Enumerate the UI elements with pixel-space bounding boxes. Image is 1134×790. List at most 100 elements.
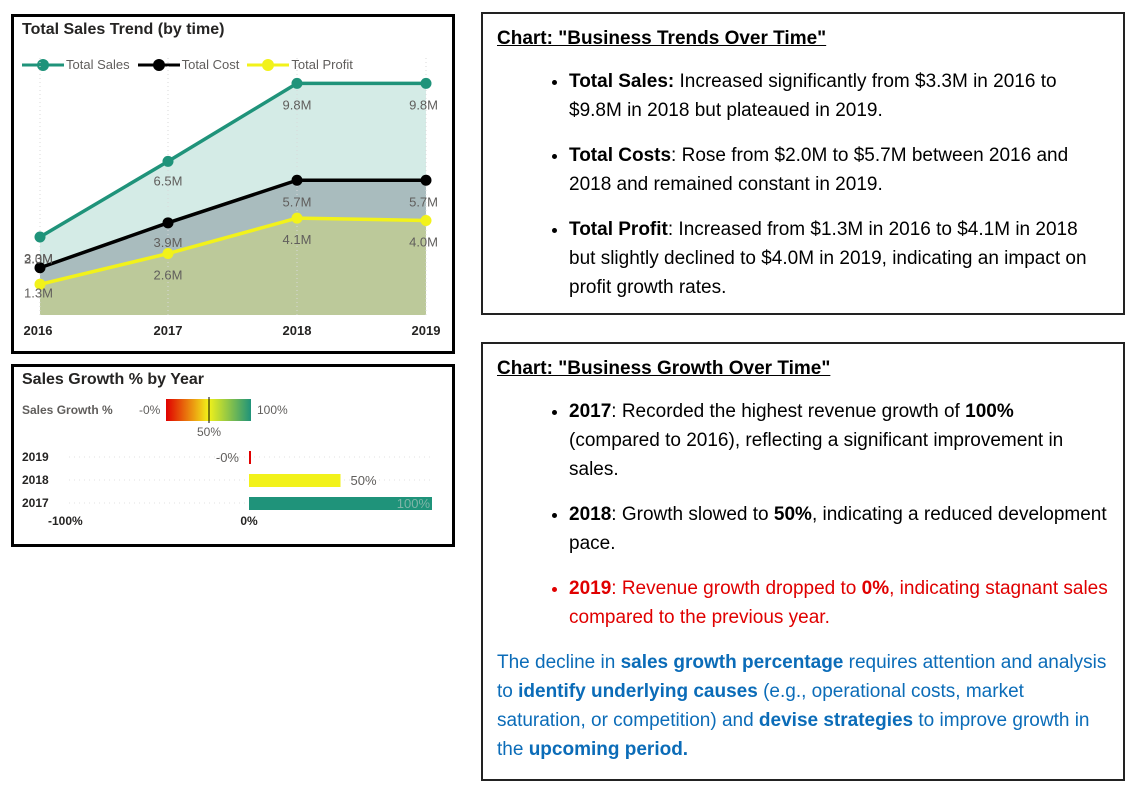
line-sales — [39, 81, 426, 239]
bullet-text: , indicating a reduced development pace. — [569, 504, 1107, 554]
conclusion-emphasis: sales growth percentage — [620, 652, 844, 673]
data-label-cost: 5.7M — [283, 194, 312, 209]
data-label-sales: 9.8M — [283, 97, 312, 112]
trend-chart-title: Total Sales Trend (by time) — [22, 21, 225, 38]
bullet-text: , indicating stagnant sales compared to … — [569, 578, 1108, 628]
data-label-sales: 3.3M — [24, 251, 53, 266]
x-tick-label: 2018 — [283, 323, 312, 338]
point-profit — [420, 214, 432, 226]
growth-data-label: -0% — [216, 450, 240, 465]
bullet-lead: Total Costs — [569, 145, 672, 166]
legend-label-sales: Total Sales — [66, 57, 130, 72]
box2-bullet-list: 2017: Recorded the highest revenue growt… — [497, 397, 1109, 632]
conclusion-text: requires attention and analysis to — [497, 652, 1107, 702]
data-label-sales: 9.8M — [409, 97, 438, 112]
bullet-text: : Growth slowed to — [611, 504, 774, 525]
box2-bullet-2017: 2017: Recorded the highest revenue growt… — [569, 397, 1109, 484]
x-tick-label: 0% — [240, 514, 258, 528]
box1-bullet-list: Total Sales: Increased significantly fro… — [497, 67, 1109, 302]
y-tick-label: 2017 — [22, 496, 49, 510]
bullet-lead: 2019 — [569, 578, 612, 599]
growth-plot: Sales Growth % -0% 100% 50% 2019 -0% 2018 50% 20… — [22, 397, 434, 528]
conclusion-emphasis: identify underlying causes — [518, 681, 758, 702]
business-growth-summary: Chart: "Business Growth Over Time" 2017:… — [481, 342, 1125, 781]
bullet-text: (compared to 2016), reflecting a signifi… — [569, 430, 1064, 480]
point-sales — [291, 77, 303, 89]
growth-data-label: 100% — [397, 496, 431, 511]
bullet-lead: Total Profit — [569, 219, 668, 240]
data-label-cost: 3.9M — [154, 235, 183, 250]
bullet-emphasis: 100% — [965, 401, 1014, 422]
conclusion-emphasis: upcoming period. — [528, 739, 689, 760]
bullet-lead: 2018 — [569, 504, 612, 525]
point-profit — [162, 248, 174, 260]
data-label-profit: 4.0M — [409, 234, 438, 249]
bullet-text: : Rose from $2.0M to $5.7M between 2016 … — [569, 145, 1069, 195]
legend-item-cost: Total Cost — [137, 57, 240, 72]
point-sales — [34, 231, 46, 243]
data-label-sales: 6.5M — [154, 173, 183, 188]
box1-bullet-sales: Total Sales: Increased significantly fro… — [569, 67, 1109, 125]
box1-heading: Chart: "Business Trends Over Time" — [497, 28, 827, 49]
color-scale-label: Sales Growth % — [22, 403, 113, 417]
data-label-cost: 2.0M — [24, 252, 53, 267]
box1-bullet-profit: Total Profit: Increased from $1.3M in 20… — [569, 215, 1109, 302]
color-scale-mid: 50% — [197, 425, 221, 439]
bullet-emphasis: 50% — [773, 504, 812, 525]
bullet-lead: 2017 — [569, 401, 612, 422]
business-trends-summary: Chart: "Business Trends Over Time" Total… — [481, 12, 1125, 315]
line-cost — [39, 178, 426, 270]
profit-area — [40, 218, 426, 315]
y-tick-label: 2019 — [22, 450, 49, 464]
sales-area — [40, 83, 426, 268]
legend-item-profit: Total Profit — [247, 57, 353, 72]
growth-data-label: 50% — [351, 473, 377, 488]
cost-area — [40, 180, 426, 285]
box2-heading: Chart: "Business Growth Over Time" — [497, 358, 831, 379]
x-tick-label: 2016 — [24, 323, 53, 338]
point-sales — [162, 155, 174, 167]
conclusion-text: The decline in — [497, 652, 621, 673]
point-sales — [420, 77, 432, 89]
sales-growth-chart-panel: Sales Growth % by Year Sales Growth % -0%… — [11, 364, 455, 547]
point-profit — [291, 212, 303, 224]
point-cost — [34, 262, 46, 274]
growth-bar — [249, 474, 341, 487]
conclusion-emphasis: devise strategies — [758, 710, 914, 731]
legend-marker-sales — [22, 58, 64, 71]
trend-legend: Total Sales Total Cost Total Profit — [22, 57, 361, 72]
growth-chart-title: Sales Growth % by Year — [22, 371, 205, 388]
legend-item-sales: Total Sales — [22, 57, 130, 72]
data-label-cost: 5.7M — [409, 194, 438, 209]
bullet-text: : Revenue growth dropped to — [611, 578, 862, 599]
color-scale-min: -0% — [139, 403, 161, 417]
box2-bullet-2018: 2018: Growth slowed to 50%, indicating a… — [569, 500, 1109, 558]
sales-trend-chart-panel: Total Sales Trend (by time) Total Sales … — [11, 14, 455, 354]
legend-marker-profit — [247, 58, 290, 71]
trend-plot: 3.3M 6.5M 9.8M 9.8M 2.0M 3.9M 5.7M 5.7M 1.3M 2.6M… — [24, 55, 441, 338]
bullet-emphasis: 0% — [861, 578, 890, 599]
x-tick-label: -100% — [48, 514, 83, 528]
legend-label-cost: Total Cost — [181, 57, 240, 72]
conclusion-text: (e.g., operational costs, market saturat… — [497, 681, 1024, 731]
conclusion-text: to improve growth in the — [497, 710, 1090, 760]
x-tick-label: 2019 — [412, 323, 441, 338]
bullet-text: Increased significantly from $3.3M in 20… — [569, 71, 1057, 121]
bullet-text: : Increased from $1.3M in 2016 to $4.1M … — [569, 219, 1087, 298]
bullet-lead: Total Sales: — [569, 71, 675, 92]
y-tick-label: 2018 — [22, 473, 49, 487]
box2-bullet-2019: 2019: Revenue growth dropped to 0%, indi… — [569, 574, 1109, 632]
box1-bullet-costs: Total Costs: Rose from $2.0M to $5.7M be… — [569, 141, 1109, 199]
point-profit — [34, 278, 46, 290]
legend-label-profit: Total Profit — [291, 57, 353, 72]
color-scale-max: 100% — [257, 403, 288, 417]
point-cost — [291, 174, 303, 186]
point-cost — [420, 174, 432, 186]
growth-bar — [249, 451, 251, 464]
point-cost — [162, 217, 174, 229]
data-label-profit: 4.1M — [283, 232, 312, 247]
data-label-profit: 2.6M — [154, 268, 183, 283]
bullet-text: : Recorded the highest revenue growth of — [611, 401, 966, 422]
box2-conclusion: The decline in sales growth percentage r… — [497, 648, 1109, 764]
growth-bar — [249, 497, 432, 510]
